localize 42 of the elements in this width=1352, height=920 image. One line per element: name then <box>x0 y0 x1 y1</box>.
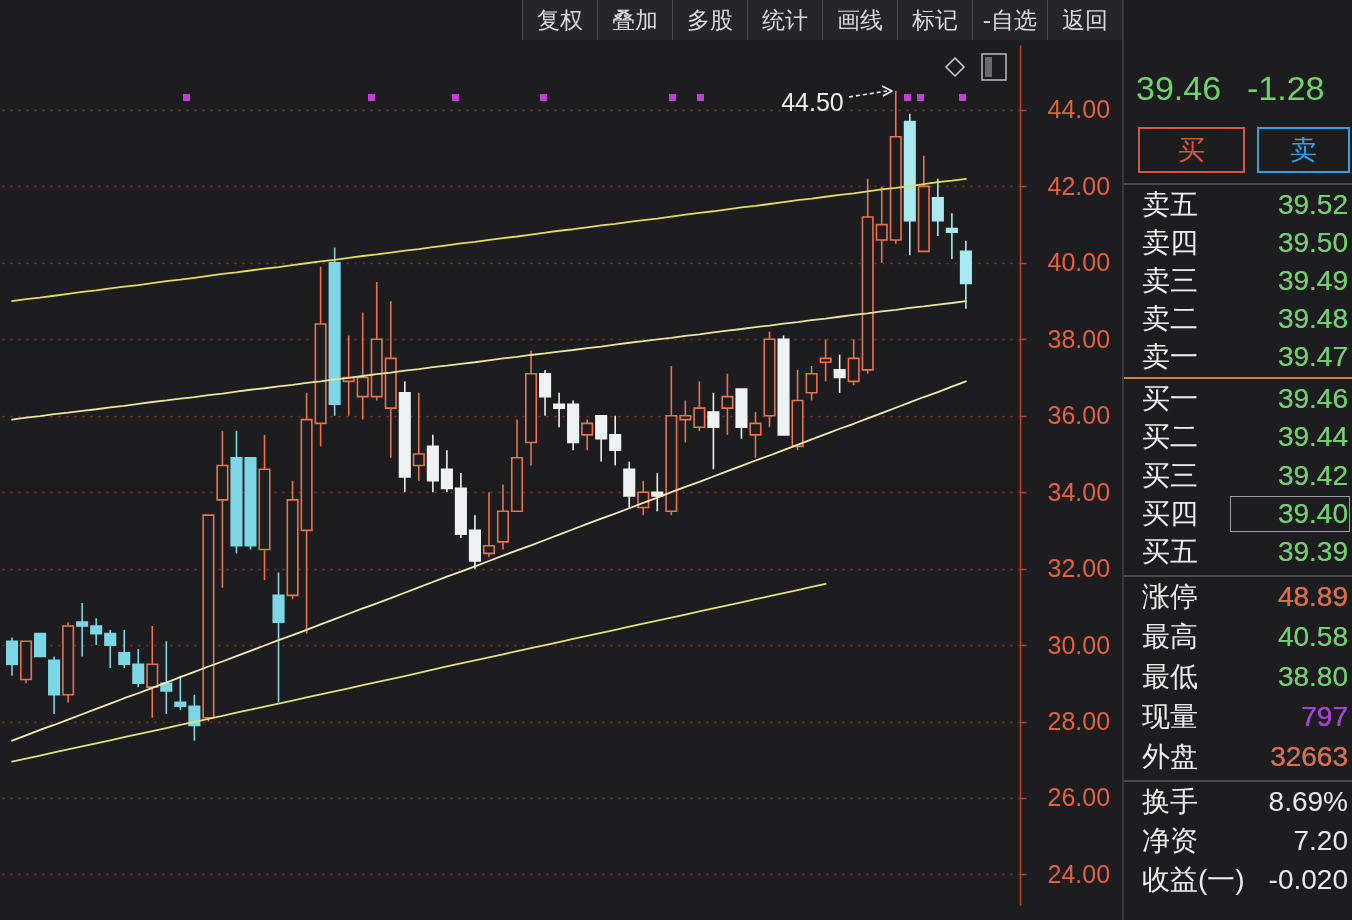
text: 买三 39.42 <box>1142 458 1348 493</box>
text: 换手 8.69% <box>1142 785 1348 819</box>
text: 买四 39.40 <box>1142 496 1348 531</box>
text: 收益(一) -0.020 <box>1142 863 1348 897</box>
text: 买五 39.39 <box>1142 535 1348 570</box>
y-tick-label: 40.00 <box>1047 248 1111 277</box>
text: -1.28 <box>1247 68 1325 108</box>
text: 39.46 <box>1136 68 1222 108</box>
text: 卖四 39.50 <box>1142 226 1348 260</box>
text: 买二 39.44 <box>1142 420 1348 455</box>
text: 返回 <box>1047 0 1122 40</box>
text: -自选 <box>972 0 1047 40</box>
y-tick-label: 24.00 <box>1047 859 1111 888</box>
y-tick-label: 44.00 <box>1047 95 1111 124</box>
text: 买 <box>1138 127 1245 173</box>
text: 外盘 32663 <box>1142 740 1348 774</box>
y-tick-label: 42.00 <box>1047 171 1111 200</box>
y-tick-label: 38.00 <box>1047 324 1111 353</box>
text: 最低 38.80 <box>1142 660 1348 694</box>
y-tick-label: 30.00 <box>1047 630 1111 659</box>
y-tick-label: 36.00 <box>1047 401 1111 430</box>
y-tick-label: 28.00 <box>1047 707 1111 736</box>
annotation: 44.50 <box>781 87 844 116</box>
y-tick-label: 32.00 <box>1047 554 1111 583</box>
text: 多股 <box>672 0 747 40</box>
text: 净资 7.20 <box>1142 824 1348 858</box>
y-tick-label: 26.00 <box>1047 783 1111 812</box>
text: 最高 40.58 <box>1142 620 1348 654</box>
text: 现量 797 <box>1142 700 1348 734</box>
text: 统计 <box>747 0 822 40</box>
text: 卖二 39.48 <box>1142 302 1348 336</box>
text: 涨停 48.89 <box>1142 580 1348 614</box>
text: 标记 <box>897 0 972 40</box>
text: 买一 39.46 <box>1142 382 1348 416</box>
text: 卖一 39.47 <box>1142 340 1348 374</box>
text: 复权 <box>522 0 597 40</box>
text: 卖五 39.52 <box>1142 188 1348 222</box>
text: 画线 <box>822 0 897 40</box>
y-tick-label: 34.00 <box>1047 477 1111 506</box>
text: 卖三 39.49 <box>1142 264 1348 298</box>
text: 叠加 <box>597 0 672 40</box>
text: 卖 <box>1257 127 1350 173</box>
